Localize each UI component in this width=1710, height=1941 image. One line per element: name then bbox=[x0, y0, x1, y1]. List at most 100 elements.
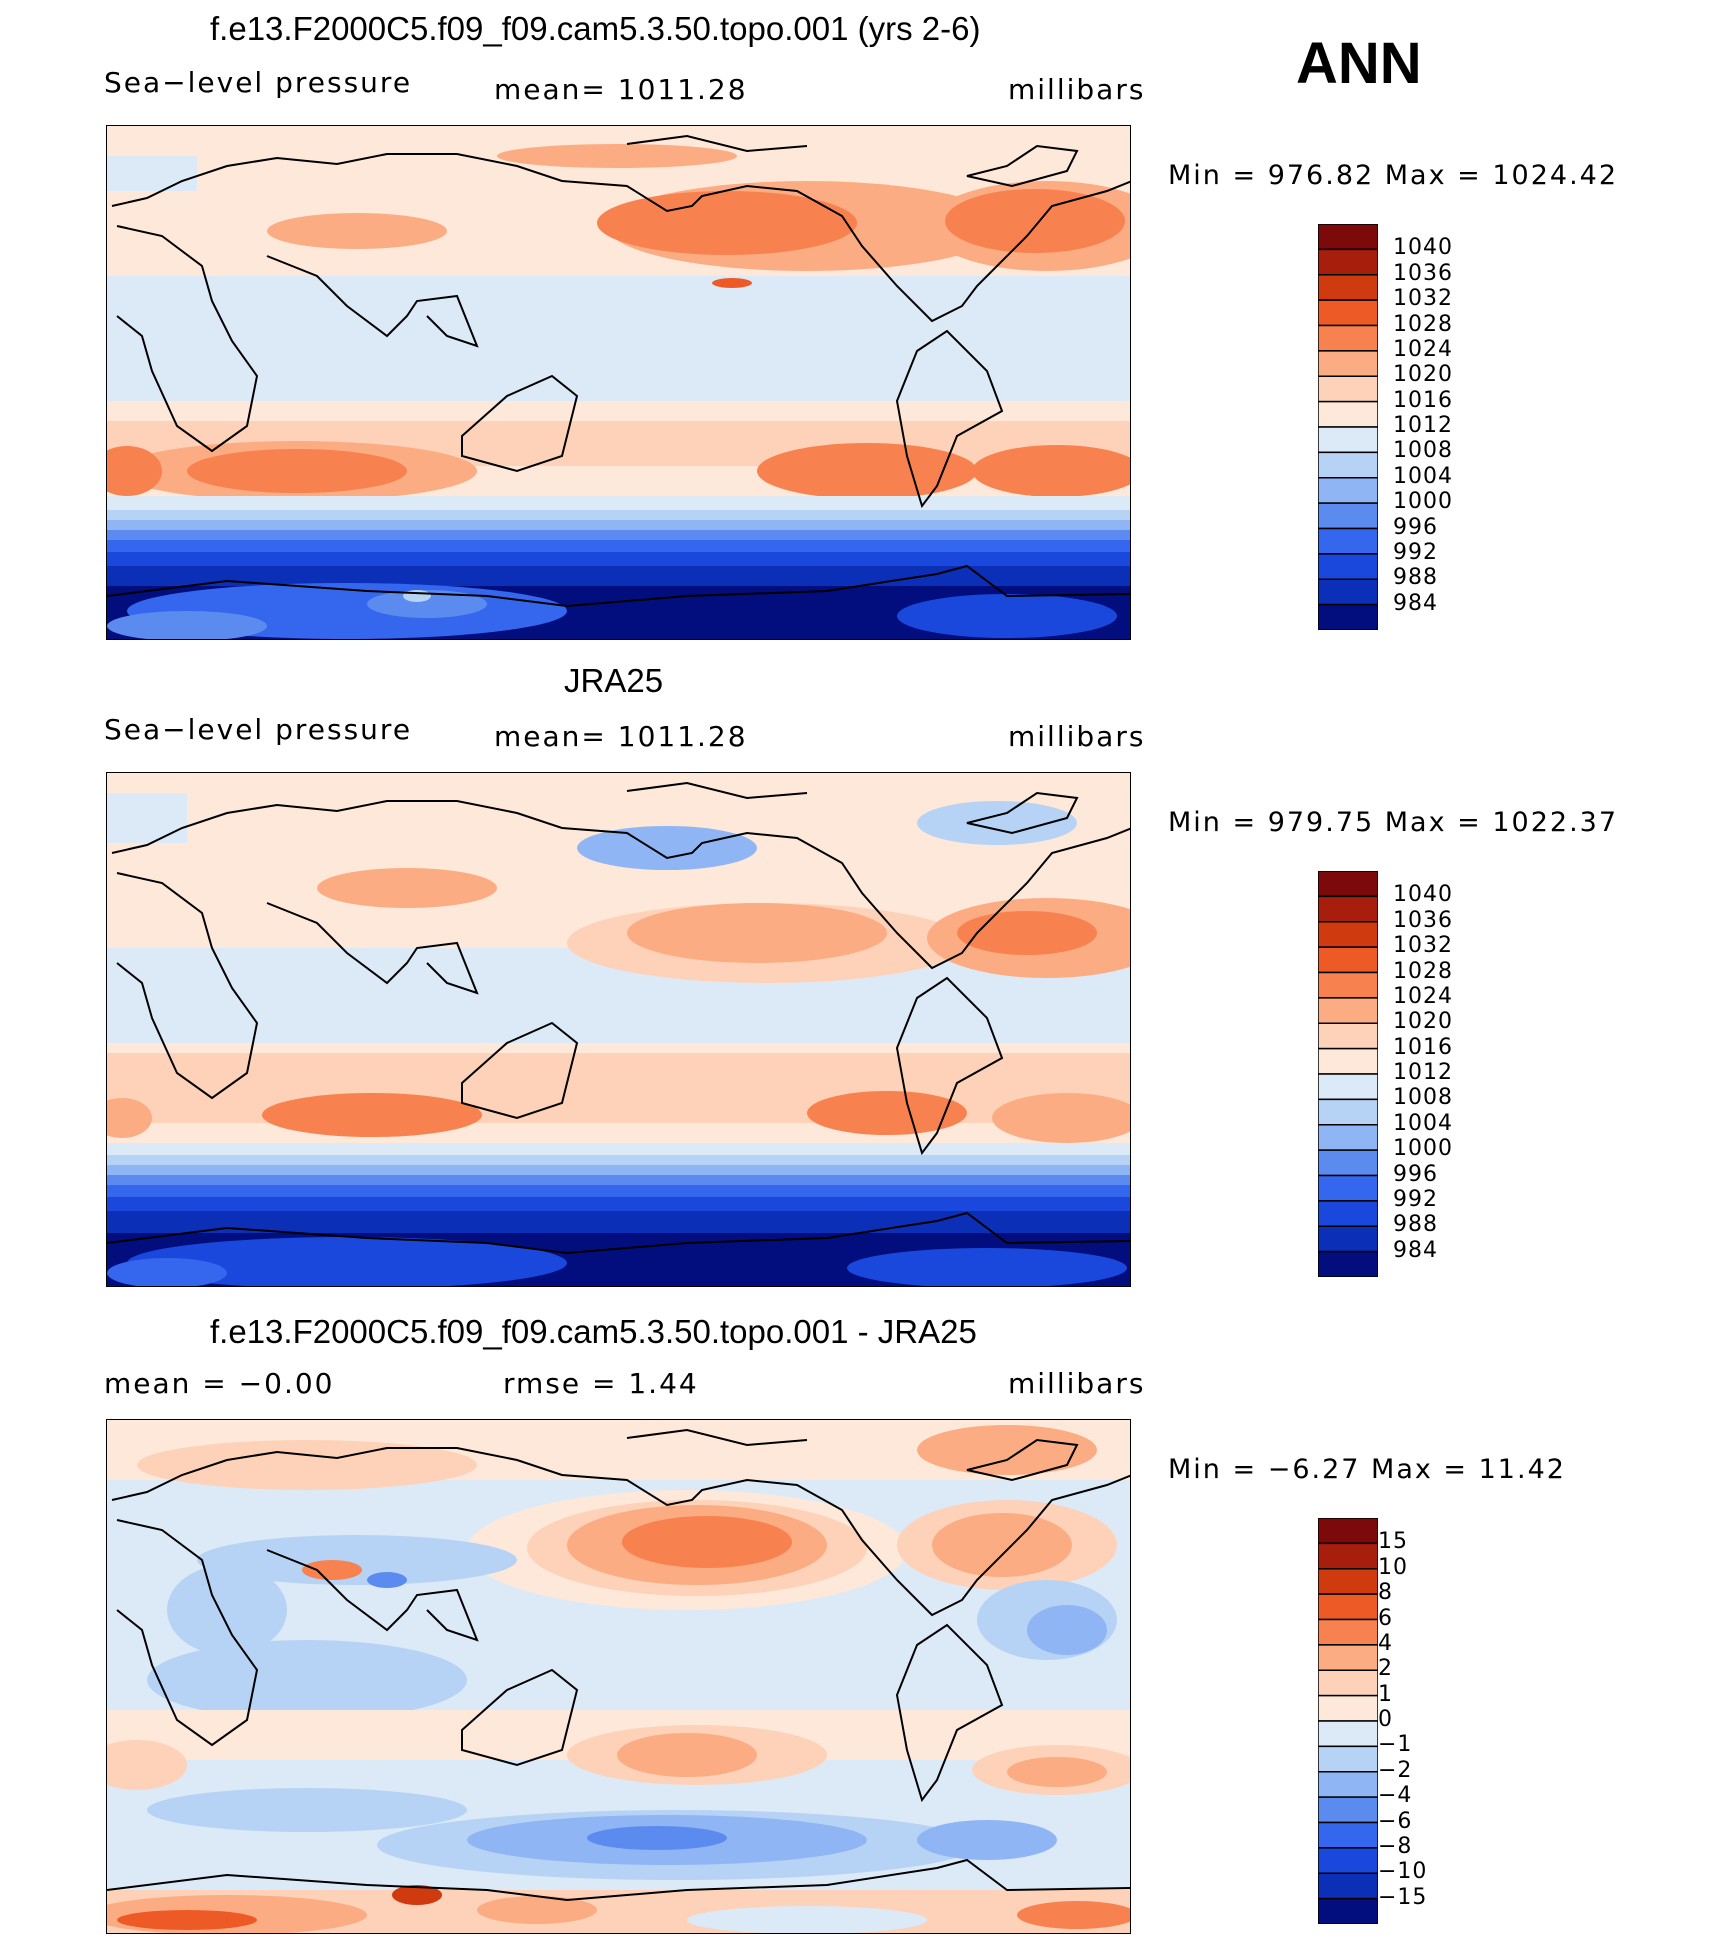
panel1-contour-plot bbox=[107, 126, 1130, 639]
panel1-minmax: Min = 976.82 Max = 1024.42 bbox=[1168, 160, 1619, 191]
colorbar-tick-label: 15 bbox=[1378, 1529, 1408, 1555]
colorbar-swatch bbox=[1318, 871, 1378, 898]
colorbar-tick-label: 1040 bbox=[1393, 235, 1453, 261]
season-label: ANN bbox=[1296, 31, 1422, 96]
colorbar-tick-label: 1024 bbox=[1393, 336, 1453, 362]
colorbar-swatch bbox=[1318, 1124, 1378, 1151]
colorbar-tick-label: −1 bbox=[1378, 1732, 1413, 1758]
panel1-title: f.e13.F2000C5.f09_f09.cam5.3.50.topo.001… bbox=[210, 10, 981, 47]
colorbar-swatch bbox=[1318, 324, 1378, 352]
colorbar-swatch bbox=[1318, 1897, 1378, 1924]
colorbar-swatch bbox=[1318, 477, 1378, 504]
panel2-colorbar bbox=[1318, 871, 1378, 1277]
colorbar-swatch bbox=[1318, 502, 1378, 530]
panel3-units-label: millibars bbox=[1008, 1367, 1146, 1400]
colorbar-tick-label: 1 bbox=[1378, 1681, 1393, 1707]
panel3-colorbar-swatches bbox=[1318, 1518, 1378, 1924]
colorbar-swatch bbox=[1318, 1745, 1378, 1773]
colorbar-swatch bbox=[1318, 1872, 1378, 1900]
colorbar-swatch bbox=[1318, 426, 1378, 454]
colorbar-swatch bbox=[1318, 603, 1378, 630]
colorbar-swatch bbox=[1318, 1847, 1378, 1874]
colorbar-tick-label: 1020 bbox=[1393, 362, 1453, 388]
colorbar-tick-label: 1004 bbox=[1393, 1110, 1453, 1136]
colorbar-tick-label: 1004 bbox=[1393, 463, 1453, 489]
colorbar-swatch bbox=[1318, 946, 1378, 974]
panel3-colorbar bbox=[1318, 1518, 1378, 1924]
colorbar-swatch bbox=[1318, 224, 1378, 251]
colorbar-tick-label: −15 bbox=[1378, 1884, 1428, 1910]
colorbar-tick-label: 1032 bbox=[1393, 933, 1453, 959]
colorbar-swatch bbox=[1318, 1618, 1378, 1646]
colorbar-tick-label: 1012 bbox=[1393, 413, 1453, 438]
colorbar-tick-label: 1032 bbox=[1393, 286, 1453, 312]
colorbar-tick-label: 1016 bbox=[1393, 1034, 1453, 1060]
colorbar-swatch bbox=[1318, 1225, 1378, 1253]
panel3-mean-label: mean = −0.00 bbox=[104, 1367, 335, 1400]
panel3-map bbox=[106, 1419, 1131, 1934]
panel2-variable-label: Sea−level pressure bbox=[104, 713, 413, 746]
colorbar-swatch bbox=[1318, 1250, 1378, 1277]
panel2-colorbar-swatches bbox=[1318, 871, 1378, 1277]
colorbar-swatch bbox=[1318, 553, 1378, 580]
colorbar-tick-label: 1008 bbox=[1393, 1085, 1453, 1111]
colorbar-swatch bbox=[1318, 299, 1378, 327]
colorbar-tick-label: 1016 bbox=[1393, 387, 1453, 413]
colorbar-tick-label: 4 bbox=[1378, 1630, 1393, 1656]
colorbar-tick-label: 992 bbox=[1393, 1186, 1438, 1212]
colorbar-tick-label: 996 bbox=[1393, 514, 1438, 540]
colorbar-swatch bbox=[1318, 1149, 1378, 1177]
colorbar-swatch bbox=[1318, 1771, 1378, 1798]
colorbar-tick-label: 10 bbox=[1378, 1554, 1408, 1580]
colorbar-swatch bbox=[1318, 375, 1378, 403]
colorbar-tick-label: 2 bbox=[1378, 1656, 1393, 1682]
colorbar-swatch bbox=[1318, 248, 1378, 276]
colorbar-swatch bbox=[1318, 1593, 1378, 1621]
colorbar-swatch bbox=[1318, 1098, 1378, 1126]
colorbar-tick-label: 984 bbox=[1393, 1237, 1438, 1263]
colorbar-tick-label: 1028 bbox=[1393, 958, 1453, 984]
colorbar-swatch bbox=[1318, 1518, 1378, 1545]
colorbar-swatch bbox=[1318, 1200, 1378, 1227]
panel3-rmse-label: rmse = 1.44 bbox=[503, 1367, 699, 1400]
colorbar-swatch bbox=[1318, 350, 1378, 377]
colorbar-tick-label: 1040 bbox=[1393, 882, 1453, 908]
colorbar-tick-label: 0 bbox=[1378, 1707, 1393, 1732]
colorbar-tick-label: 988 bbox=[1393, 1212, 1438, 1238]
colorbar-tick-label: 988 bbox=[1393, 565, 1438, 591]
colorbar-tick-label: 996 bbox=[1393, 1161, 1438, 1187]
colorbar-tick-label: 1028 bbox=[1393, 311, 1453, 337]
panel1-map bbox=[106, 125, 1131, 640]
colorbar-swatch bbox=[1318, 1821, 1378, 1849]
panel2-map bbox=[106, 772, 1131, 1287]
colorbar-swatch bbox=[1318, 895, 1378, 923]
colorbar-tick-label: 1020 bbox=[1393, 1009, 1453, 1035]
panel1-colorbar-swatches bbox=[1318, 224, 1378, 630]
colorbar-tick-label: 984 bbox=[1393, 590, 1438, 616]
panel1-mean-label: mean= 1011.28 bbox=[494, 73, 748, 106]
colorbar-swatch bbox=[1318, 451, 1378, 479]
colorbar-tick-label: −4 bbox=[1378, 1783, 1413, 1809]
panel2-title: JRA25 bbox=[564, 662, 664, 699]
colorbar-tick-label: −2 bbox=[1378, 1757, 1413, 1783]
colorbar-tick-label: −10 bbox=[1378, 1859, 1428, 1885]
panel2-mean-label: mean= 1011.28 bbox=[494, 720, 748, 753]
colorbar-swatch bbox=[1318, 1694, 1378, 1722]
colorbar-swatch bbox=[1318, 400, 1378, 428]
panel3-title: f.e13.F2000C5.f09_f09.cam5.3.50.topo.001… bbox=[210, 1313, 977, 1350]
colorbar-swatch bbox=[1318, 1568, 1378, 1595]
colorbar-tick-label: 1012 bbox=[1393, 1060, 1453, 1085]
panel2-minmax: Min = 979.75 Max = 1022.37 bbox=[1168, 807, 1619, 838]
panel2-units-label: millibars bbox=[1008, 720, 1146, 753]
colorbar-swatch bbox=[1318, 971, 1378, 999]
colorbar-tick-label: 1024 bbox=[1393, 983, 1453, 1009]
panel3-minmax: Min = −6.27 Max = 11.42 bbox=[1168, 1454, 1566, 1485]
colorbar-swatch bbox=[1318, 1047, 1378, 1075]
colorbar-swatch bbox=[1318, 1542, 1378, 1570]
colorbar-swatch bbox=[1318, 1174, 1378, 1202]
colorbar-swatch bbox=[1318, 1796, 1378, 1824]
colorbar-swatch bbox=[1318, 274, 1378, 301]
colorbar-tick-label: 992 bbox=[1393, 539, 1438, 565]
colorbar-tick-label: 1036 bbox=[1393, 260, 1453, 286]
colorbar-tick-label: 1000 bbox=[1393, 1136, 1453, 1162]
